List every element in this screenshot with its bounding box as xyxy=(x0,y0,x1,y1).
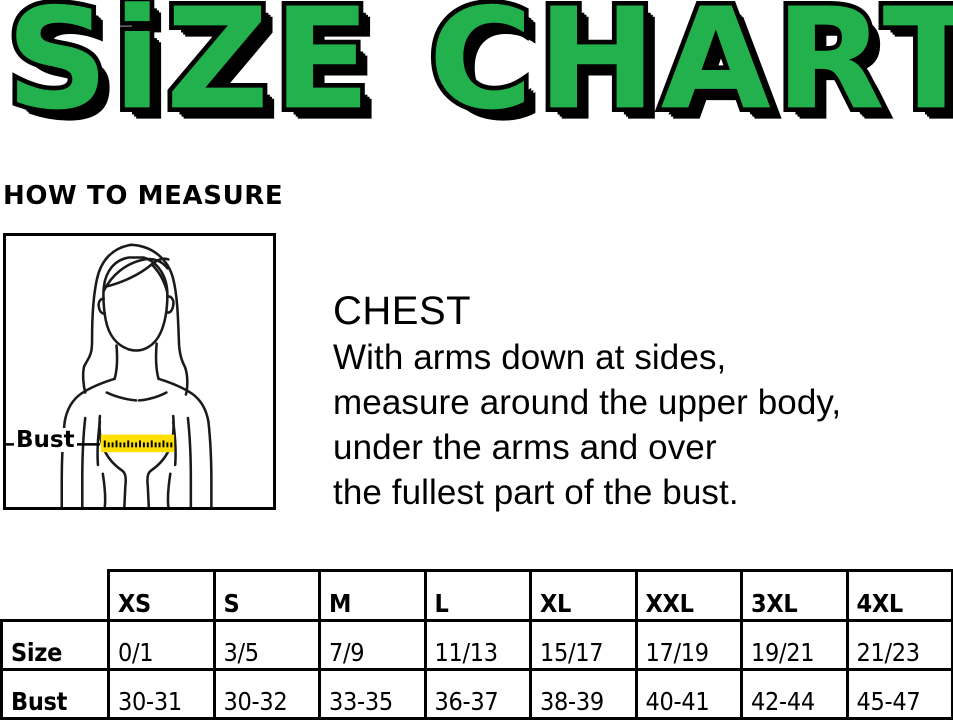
measuring-tape-band xyxy=(100,434,175,453)
cell-bust-xxl: 40-41 xyxy=(634,668,743,720)
column-header-4xl: 4XL xyxy=(845,569,953,622)
cell-size-4xl: 21/23 xyxy=(845,619,953,671)
column-header-xxl: XXL xyxy=(634,569,743,622)
cell-size-3xl: 19/21 xyxy=(740,619,849,671)
table-row: Bust 30-31 30-32 33-35 36-37 38-39 40-41… xyxy=(0,668,953,720)
cell-bust-m: 33-35 xyxy=(318,668,427,720)
table-header-row: XS S M L XL XXL 3XL 4XL xyxy=(2,569,953,622)
cell-bust-s: 30-32 xyxy=(212,668,321,720)
cell-size-m: 7/9 xyxy=(318,619,427,671)
column-header-xs: XS xyxy=(107,569,216,622)
column-header-s: S xyxy=(212,569,321,622)
cell-size-l: 11/13 xyxy=(423,619,532,671)
chest-description-block: CHEST With arms down at sides, measure a… xyxy=(333,288,933,515)
chest-heading: CHEST xyxy=(333,289,472,333)
size-table: XS S M L XL XXL 3XL 4XL Size 0/1 3/5 7/9… xyxy=(0,569,953,720)
cell-size-xl: 15/17 xyxy=(529,619,638,671)
row-label-size: Size xyxy=(0,619,110,671)
bust-callout-label: Bust xyxy=(14,427,77,453)
size-table-container: XS S M L XL XXL 3XL 4XL Size 0/1 3/5 7/9… xyxy=(0,569,953,720)
cell-bust-4xl: 45-47 xyxy=(845,668,953,720)
measurement-illustration xyxy=(3,233,276,510)
table-row: Size 0/1 3/5 7/9 11/13 15/17 17/19 19/21… xyxy=(0,619,953,671)
row-label-bust: Bust xyxy=(0,668,110,720)
cell-bust-xs: 30-31 xyxy=(107,668,216,720)
cell-size-s: 3/5 xyxy=(212,619,321,671)
column-header-l: L xyxy=(423,569,532,622)
cell-bust-xl: 38-39 xyxy=(529,668,638,720)
page-title: SiZE CHART xyxy=(1,0,953,142)
column-header-m: M xyxy=(318,569,427,622)
measuring-tape-ticks xyxy=(103,440,173,448)
cell-size-xxl: 17/19 xyxy=(634,619,743,671)
female-torso-icon xyxy=(6,243,213,507)
table-corner-blank xyxy=(2,571,109,621)
chest-body-text: With arms down at sides, measure around … xyxy=(333,338,842,512)
cell-bust-3xl: 42-44 xyxy=(740,668,849,720)
how-to-measure-heading: HOW TO MEASURE xyxy=(3,181,284,211)
column-header-xl: XL xyxy=(529,569,638,622)
cell-size-xs: 0/1 xyxy=(107,619,216,671)
column-header-3xl: 3XL xyxy=(740,569,849,622)
cell-bust-l: 36-37 xyxy=(423,668,532,720)
title-banner: SiZE CHART xyxy=(0,0,953,160)
